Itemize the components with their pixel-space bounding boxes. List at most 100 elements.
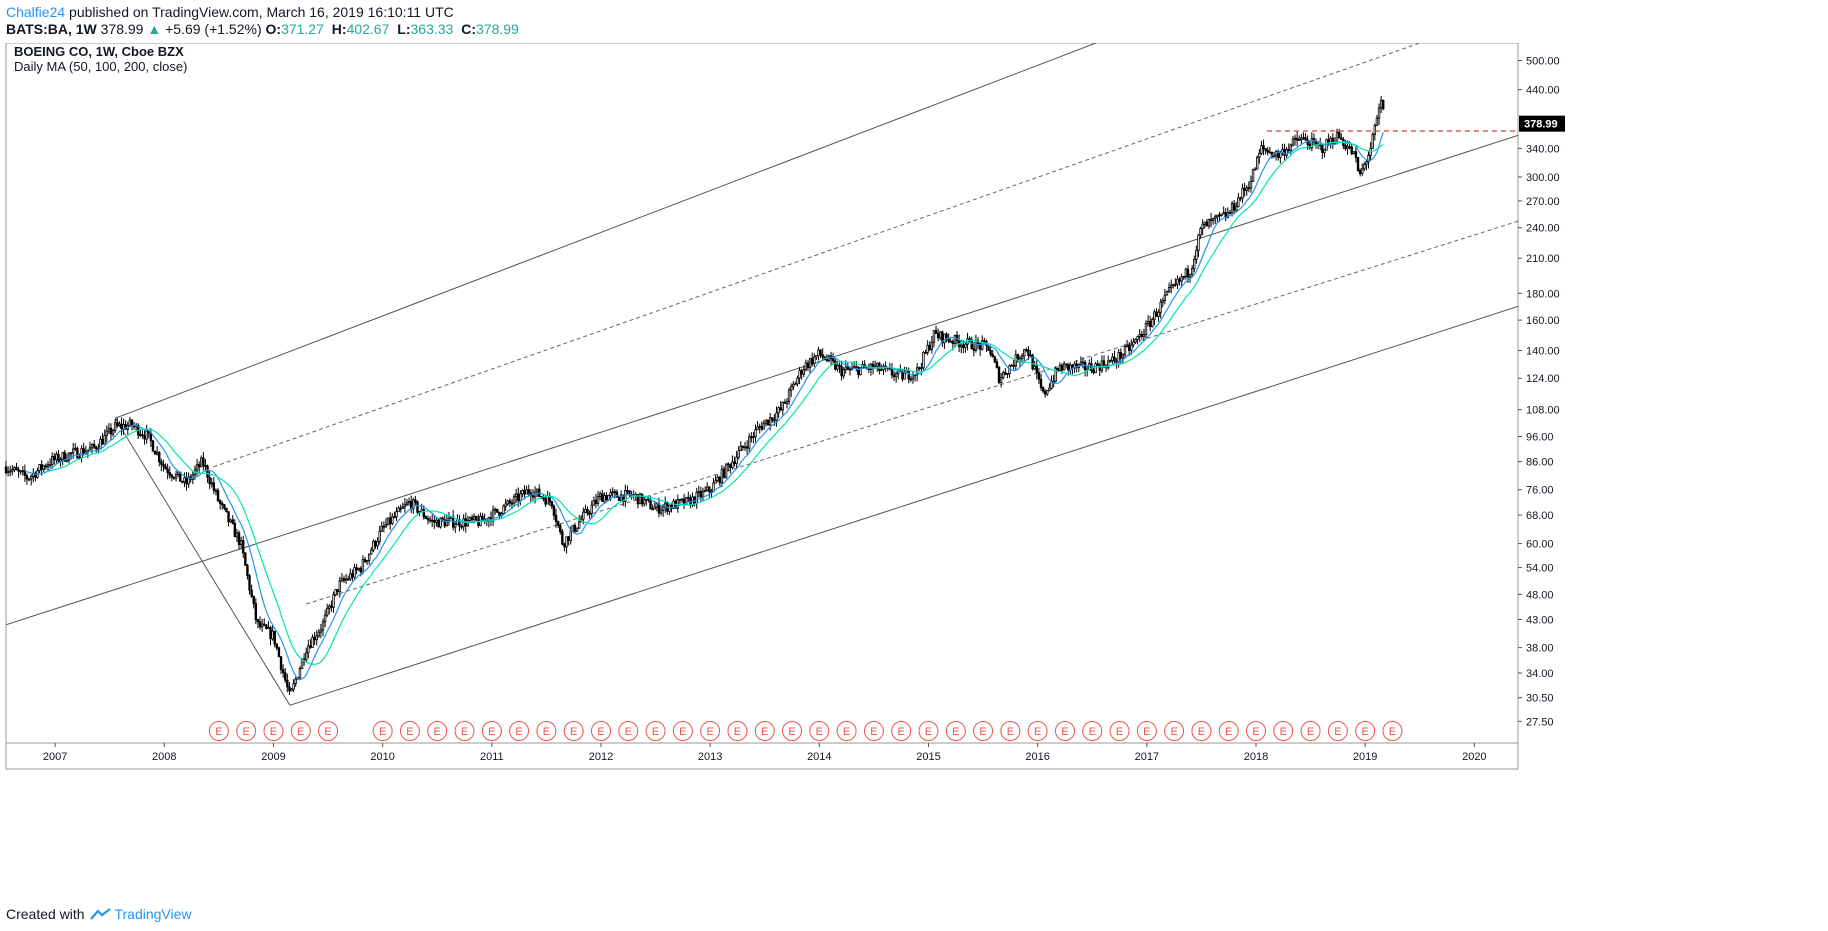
earnings-marker[interactable]: E [918,721,939,741]
earnings-marker[interactable]: E [891,721,912,741]
earnings-marker[interactable]: E [1136,721,1157,741]
candle-body [447,517,451,521]
earnings-marker[interactable]: E [672,721,693,741]
candle-body [65,459,69,462]
earnings-marker[interactable]: E [399,721,420,741]
candle-body [603,495,606,502]
earnings-marker-circle [754,721,775,741]
candle-body [815,355,818,358]
candle-body [1193,259,1196,270]
candle-body [615,491,619,498]
earnings-marker[interactable]: E [1054,721,1075,741]
price-tick-label: 124.00 [1526,373,1560,385]
candle-body [46,464,50,468]
candle-body [817,349,820,356]
earnings-marker[interactable]: E [945,721,966,741]
price-tick-label: 68.00 [1526,510,1554,522]
candle-body [1044,390,1047,395]
candle-body [724,463,728,478]
earnings-marker[interactable]: E [754,721,775,741]
earnings-marker[interactable]: E [236,721,257,741]
earnings-marker-label: E [597,726,604,738]
earnings-marker[interactable]: E [645,721,666,741]
earnings-marker[interactable]: E [727,721,748,741]
earnings-marker[interactable]: E [782,721,803,741]
candle-body [405,502,409,506]
earnings-marker[interactable]: E [618,721,639,741]
earnings-marker-circle [891,721,912,741]
earnings-marker[interactable]: E [1245,721,1266,741]
earnings-marker[interactable]: E [1191,721,1212,741]
earnings-marker[interactable]: E [1382,721,1403,741]
earnings-marker[interactable]: E [372,721,393,741]
earnings-marker[interactable]: E [1327,721,1348,741]
candle-body [617,496,621,501]
candle-body [164,465,167,470]
candle-body [472,515,476,521]
earnings-marker-label: E [652,726,659,738]
earnings-marker[interactable]: E [700,721,721,741]
earnings-marker[interactable]: E [1082,721,1103,741]
earnings-marker-label: E [1007,726,1014,738]
candle-body [834,360,837,370]
candle-body [651,508,654,511]
earnings-marker[interactable]: E [836,721,857,741]
candle-body [754,429,757,438]
candle-body [525,489,528,495]
candle-body [370,549,373,555]
candle-body [968,338,971,341]
candle-body [836,364,839,370]
candle-body [1121,354,1125,359]
candle-body [265,624,268,629]
earnings-marker[interactable]: E [1273,721,1294,741]
candle-body [752,436,755,439]
earnings-marker[interactable]: E [481,721,502,741]
candle-body [953,334,957,345]
earnings-marker[interactable]: E [1164,721,1185,741]
earnings-marker[interactable]: E [590,721,611,741]
candle-body [1002,372,1005,378]
candle-body [1186,268,1190,278]
earnings-marker[interactable]: E [1218,721,1239,741]
candle-body [703,489,707,492]
earnings-marker[interactable]: E [208,721,229,741]
earnings-marker[interactable]: E [427,721,448,741]
candle-body [813,356,816,365]
candle-body [1337,131,1341,139]
candle-body [577,521,581,529]
earnings-marker[interactable]: E [973,721,994,741]
price-tick-label: 86.00 [1526,457,1554,469]
earnings-marker[interactable]: E [1300,721,1321,741]
candle-body [57,453,60,462]
earnings-marker[interactable]: E [454,721,475,741]
candle-body [735,456,738,465]
earnings-marker-label: E [406,726,413,738]
earnings-marker[interactable]: E [318,721,339,741]
candle-body [67,452,71,461]
candle-body [292,683,295,690]
earnings-marker[interactable]: E [509,721,530,741]
trendline-solid [114,417,291,706]
candle-body [1256,156,1259,170]
earnings-marker-circle [318,721,339,741]
candle-body [1253,168,1257,171]
earnings-marker[interactable]: E [863,721,884,741]
earnings-marker[interactable]: E [1355,721,1376,741]
earnings-marker[interactable]: E [290,721,311,741]
earnings-marker[interactable]: E [1109,721,1130,741]
candle-body [586,508,589,514]
earnings-marker[interactable]: E [563,721,584,741]
candle-body [1293,137,1297,140]
author-link[interactable]: Chalfie24 [6,4,66,20]
earnings-marker[interactable]: E [1027,721,1048,741]
candle-body [88,447,92,451]
earnings-marker[interactable]: E [809,721,830,741]
candle-body [302,658,306,661]
earnings-marker[interactable]: E [1000,721,1021,741]
earnings-marker[interactable]: E [263,721,284,741]
candle-body [1027,349,1030,356]
earnings-marker[interactable]: E [536,721,557,741]
candle-body [1016,354,1020,362]
tradingview-link[interactable]: TradingView [114,906,192,922]
